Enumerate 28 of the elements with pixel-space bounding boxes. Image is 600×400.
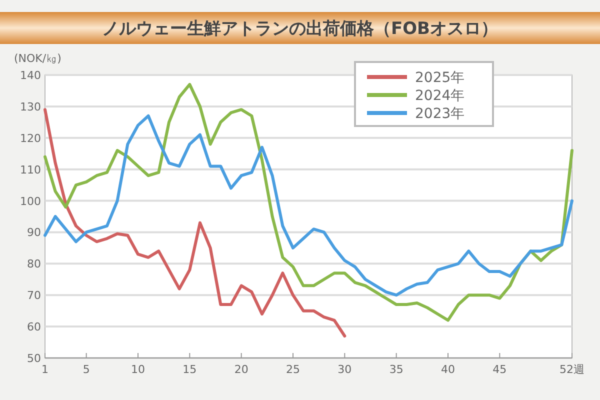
x-tick-label: 5 [82, 363, 90, 376]
x-tick-label: 20 [234, 363, 248, 376]
y-tick-label: 50 [27, 352, 41, 365]
x-tick-label: 45 [492, 363, 507, 376]
x-tick-label: 25 [286, 363, 300, 376]
x-tick-label: 40 [441, 363, 455, 376]
x-tick-label: 10 [131, 363, 145, 376]
y-tick-label: 90 [27, 226, 41, 240]
line-series [44, 108, 346, 338]
legend-label: 2025年 [415, 70, 465, 86]
legend-label: 2024年 [415, 88, 465, 104]
y-tick-label: 130 [20, 100, 41, 114]
x-tick-label: 52週 [560, 363, 584, 376]
y-tick-label: 80 [27, 258, 41, 271]
y-tick-label: 60 [27, 320, 41, 334]
y-axis-title: (NOK/㎏) [14, 52, 62, 65]
x-tick-label: 35 [389, 363, 404, 376]
chart-title: ノルウェー生鮮アトランの出荷価格（FOBオスロ） [102, 19, 498, 39]
y-tick-label: 110 [20, 163, 41, 176]
y-tick-label: 100 [20, 194, 41, 208]
x-tick-label: 15 [182, 363, 197, 376]
line-series [44, 82, 574, 322]
y-tick-label: 140 [20, 69, 41, 82]
x-tick-label: 30 [338, 363, 352, 376]
y-tick-label: 70 [27, 289, 41, 302]
y-tick-label: 120 [20, 132, 41, 145]
x-tick-label: 1 [42, 363, 48, 376]
legend-label: 2023年 [415, 106, 465, 122]
